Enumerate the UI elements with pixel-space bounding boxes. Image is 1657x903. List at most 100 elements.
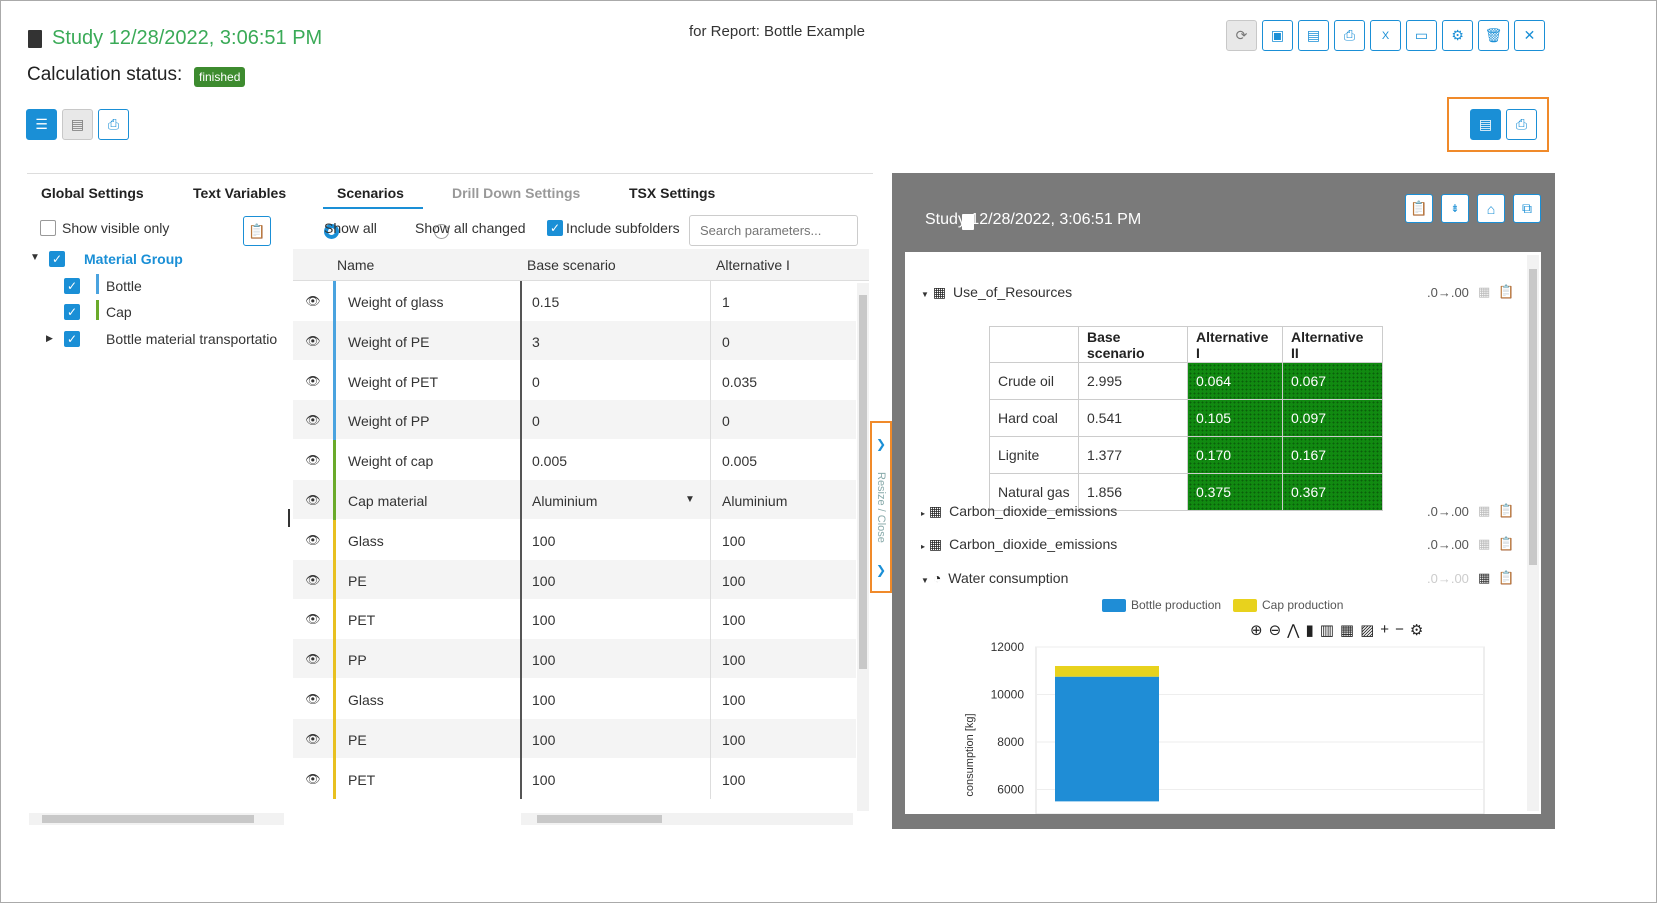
clipboard-button[interactable]: 📋 — [243, 216, 271, 246]
row-base-value[interactable]: 3 — [532, 333, 540, 350]
table-row[interactable]: 👁 Weight of PP 0 0 — [293, 400, 856, 441]
clipboard-icon[interactable]: 📋 — [1498, 570, 1515, 585]
tab-global-settings[interactable]: Global Settings — [41, 185, 144, 201]
table-row[interactable]: 👁 Glass 100 100 — [293, 519, 856, 560]
table-row[interactable]: 👁 Weight of glass 0.15 1 — [293, 281, 856, 321]
table-row[interactable]: 👁 Weight of cap 0.005 0.005 — [293, 440, 856, 481]
row-base-value[interactable]: 100 — [532, 652, 556, 669]
decimals-toggle[interactable]: .0→.00 — [1427, 504, 1469, 519]
table-row[interactable]: 👁 Glass 100 100 — [293, 679, 856, 719]
eye-icon[interactable]: 👁 — [305, 532, 321, 547]
eye-icon[interactable]: 👁 — [305, 692, 321, 706]
row-base-value[interactable]: 100 — [532, 771, 556, 788]
row-alt-value[interactable]: Aluminium — [722, 493, 788, 509]
report-view-button[interactable]: ▤ — [1470, 109, 1501, 140]
export-pdf-button[interactable]: ⎙ — [1334, 20, 1365, 51]
grid-header-alt[interactable]: Alternative I — [716, 257, 790, 273]
report-vscrollbar[interactable] — [1527, 255, 1539, 811]
grid-icon[interactable]: ▦ — [1478, 536, 1491, 551]
show-visible-only-checkbox[interactable] — [40, 220, 56, 236]
grid-icon[interactable]: ▦ — [1478, 284, 1491, 299]
tree-item-transport[interactable]: Bottle material transportatio — [106, 331, 278, 347]
eye-icon[interactable]: 👁 — [305, 493, 321, 507]
transport-checkbox[interactable]: ✓ — [64, 331, 80, 347]
delete-button[interactable]: 🗑 — [1478, 20, 1509, 51]
legend-label-cap[interactable]: Cap production — [1262, 598, 1344, 612]
show-all-changed-radio[interactable] — [433, 224, 449, 239]
grid-icon[interactable]: ▦ — [1478, 503, 1491, 518]
legend-swatch-bottle[interactable] — [1102, 599, 1126, 612]
image-icon[interactable]: ▨ — [1360, 622, 1375, 639]
eye-icon[interactable]: 👁 — [305, 612, 321, 627]
table-row[interactable]: 👁 PE 100 100 — [293, 718, 856, 759]
report-collapse-button[interactable]: ⇟ — [1441, 194, 1469, 223]
section-water-consumption[interactable]: ▼ ◔ Water consumption — [921, 570, 1069, 586]
table-row[interactable]: 👁 Weight of PET 0 0.035 — [293, 360, 856, 401]
bar-chart-icon[interactable]: ▮ — [1305, 622, 1314, 639]
pdf-view-button[interactable]: ⎙ — [98, 109, 129, 140]
row-base-value[interactable]: 100 — [532, 572, 556, 589]
tab-drill-down-settings[interactable]: Drill Down Settings — [452, 185, 581, 201]
grid-hscrollbar[interactable] — [521, 813, 853, 825]
show-all-radio[interactable] — [323, 224, 339, 239]
save-as-button[interactable]: ▤ — [1298, 20, 1329, 51]
row-base-value[interactable]: 0.15 — [532, 294, 560, 310]
row-base-value[interactable]: 0 — [532, 413, 540, 430]
legend-swatch-cap[interactable] — [1233, 599, 1257, 612]
tree-item-bottle[interactable]: Bottle — [106, 278, 142, 294]
resize-close-handle[interactable]: ❯ Resize / Close ❯ — [870, 421, 892, 593]
row-alt-value[interactable]: 1 — [722, 294, 730, 310]
row-base-value[interactable]: Aluminium — [532, 493, 598, 509]
grid-icon[interactable]: ▦ — [1478, 570, 1491, 585]
export-excel-button[interactable]: X — [1370, 20, 1401, 51]
grid-header-name[interactable]: Name — [337, 257, 375, 273]
save-button[interactable]: ▣ — [1262, 20, 1293, 51]
row-alt-value[interactable]: 100 — [722, 652, 746, 669]
legend-label-bottle[interactable]: Bottle production — [1131, 598, 1222, 612]
plus-icon[interactable]: + — [1380, 621, 1390, 638]
include-subfolders-checkbox[interactable]: ✓ — [547, 220, 563, 236]
report-copy-button[interactable]: 📋 — [1405, 194, 1433, 223]
table-row[interactable]: 👁 PP 100 100 — [293, 639, 856, 680]
row-alt-value[interactable]: 0.005 — [722, 453, 758, 470]
search-parameters-input[interactable] — [689, 215, 858, 246]
row-alt-value[interactable]: 0 — [722, 333, 730, 350]
decimals-toggle[interactable]: .0→.00 — [1427, 571, 1469, 586]
line-chart-icon[interactable]: ⋀ — [1287, 622, 1300, 639]
decimals-toggle[interactable]: .0→.00 — [1427, 285, 1469, 300]
row-alt-value[interactable]: 100 — [722, 731, 746, 748]
eye-icon[interactable]: 👁 — [305, 413, 321, 428]
stacked-bar-icon[interactable]: ▦ — [1339, 622, 1355, 639]
settings-button[interactable]: ⚙ — [1442, 20, 1473, 51]
zoom-out-icon[interactable]: ⊖ — [1268, 622, 1282, 639]
eye-icon[interactable]: 👁 — [305, 771, 321, 786]
layout-view-button[interactable]: ▤ — [62, 109, 93, 140]
section-use-of-resources[interactable]: ▼ ▦ Use_of_Resources — [921, 284, 1073, 300]
row-alt-value[interactable]: 100 — [722, 771, 746, 788]
export-file-button[interactable]: ▭ — [1406, 20, 1437, 51]
tree-item-cap[interactable]: Cap — [106, 304, 132, 320]
material-group-checkbox[interactable]: ✓ — [49, 251, 65, 267]
tree-item-material-group[interactable]: Material Group — [84, 251, 183, 267]
table-row[interactable]: 👁 Cap material Aluminium Aluminium ▼ — [293, 480, 856, 520]
grid-hscroll-thumb[interactable] — [537, 815, 662, 823]
eye-icon[interactable]: 👁 — [305, 333, 321, 348]
report-duplicate-button[interactable]: ⧉ — [1513, 194, 1541, 223]
refresh-button[interactable]: ⟳ — [1226, 20, 1257, 51]
clipboard-icon[interactable]: 📋 — [1498, 284, 1515, 299]
row-base-value[interactable]: 100 — [532, 692, 556, 708]
row-alt-value[interactable]: 0.035 — [722, 373, 758, 390]
report-tag-button[interactable]: ⌂ — [1477, 194, 1505, 223]
row-base-value[interactable]: 0.005 — [532, 453, 568, 470]
tree-hscrollbar[interactable] — [29, 813, 284, 825]
row-base-value[interactable]: 100 — [532, 612, 556, 629]
row-alt-value[interactable]: 100 — [722, 692, 746, 708]
clipboard-icon[interactable]: 📋 — [1498, 536, 1515, 551]
tree-hscroll-thumb[interactable] — [42, 815, 254, 823]
report-vscroll-thumb[interactable] — [1529, 269, 1537, 565]
cap-checkbox[interactable]: ✓ — [64, 304, 80, 320]
table-row[interactable]: 👁 Weight of PE 3 0 — [293, 320, 856, 361]
tab-scenarios[interactable]: Scenarios — [337, 185, 404, 201]
minus-icon[interactable]: − — [1395, 621, 1404, 638]
row-base-value[interactable]: 0 — [532, 373, 540, 390]
